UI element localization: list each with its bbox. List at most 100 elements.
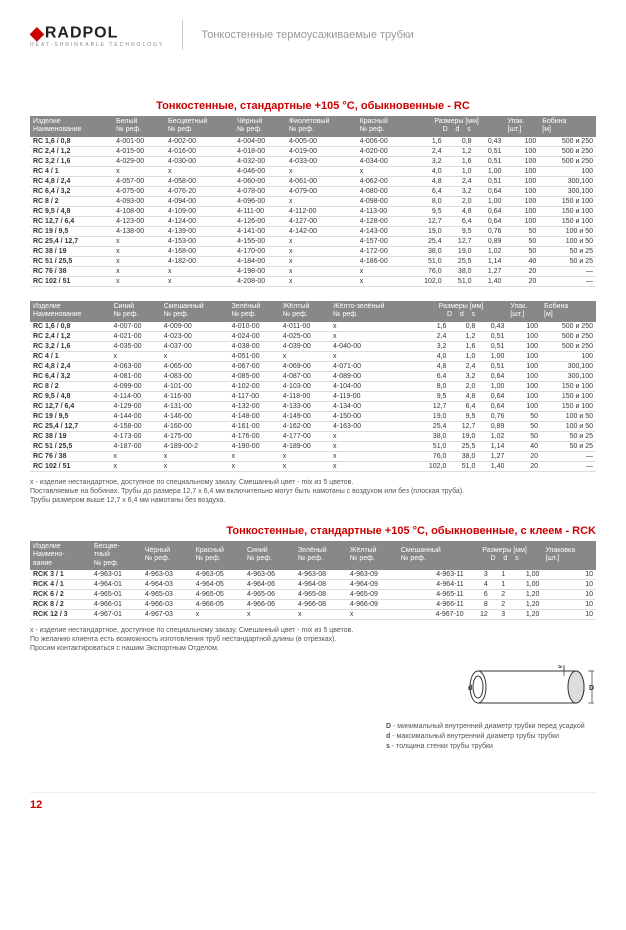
table-cell: 4-038-00	[229, 341, 280, 351]
table-row: RC 4 / 1xx4-051-00xx4,01,01,00100100	[30, 351, 596, 361]
table-cell: 4-964-08	[295, 580, 347, 590]
table-cell: 76,0	[409, 266, 445, 276]
table-cell: 38,0	[445, 266, 475, 276]
table-cell: 4-963-03	[142, 570, 193, 580]
table-cell: x	[330, 441, 415, 451]
table-cell: 4-039-00	[280, 341, 330, 351]
table-cell: 4-089-00	[330, 371, 415, 381]
table-row: RC 51 / 25,5x4-182-004-184-00x4-186-0051…	[30, 256, 596, 266]
section1-title: Тонкостенные, стандартные +105 °C, обыкн…	[30, 100, 596, 112]
table-row: RCK 6 / 24-965-014-965-034-965-054-965-0…	[30, 590, 596, 600]
table-cell: RC 102 / 51	[30, 461, 111, 471]
table-cell: 4,8	[409, 176, 445, 186]
table-cell: 4-175-00	[161, 431, 229, 441]
table-cell: x	[330, 322, 415, 332]
table-row: RC 4 / 1xx4-046-00xx4,01,01,00100100	[30, 166, 596, 176]
table-cell: 4-966-11	[398, 600, 467, 610]
table-cell: 4-128-00	[357, 216, 409, 226]
table-cell: 4-190-00	[229, 441, 280, 451]
table-cell: 19,0	[409, 226, 445, 236]
table-cell: 100	[507, 322, 541, 332]
table-cell: 0,89	[475, 236, 505, 246]
table-cell: x	[347, 610, 398, 620]
table-cell: x	[357, 266, 409, 276]
table-cell: 4-161-00	[229, 421, 280, 431]
table-cell: 1,6	[409, 137, 445, 147]
table-cell: 4-965-08	[295, 590, 347, 600]
table-cell: RC 19 / 9,5	[30, 226, 113, 236]
table-cell: 2,4	[445, 176, 475, 186]
table-cell: 100	[541, 351, 596, 361]
table-cell: 4-015-00	[113, 146, 165, 156]
table-cell: x	[286, 236, 357, 246]
table-cell: 100	[539, 166, 596, 176]
table-cell: RC 6,4 / 3,2	[30, 186, 113, 196]
th-sin: Синий№ реф.	[111, 301, 161, 322]
table-cell: 4-033-00	[286, 156, 357, 166]
table-cell: 100	[507, 371, 541, 381]
table-cell: 4-964-09	[347, 580, 398, 590]
table-cell: 4-173-00	[111, 431, 161, 441]
table-cell: x	[229, 461, 280, 471]
table-cell: RCK 3 / 1	[30, 570, 91, 580]
table-cell: 38,0	[449, 451, 478, 461]
th-bely: Белый№ реф.	[113, 116, 165, 137]
table-cell: 4-011-00	[280, 322, 330, 332]
table-cell: 4-148-00	[229, 411, 280, 421]
table-cell: 3	[467, 570, 491, 580]
table-cell: 4-123-00	[113, 216, 165, 226]
table-cell: x	[161, 461, 229, 471]
table-cell: 4-040-00	[330, 341, 415, 351]
table-cell: 4-963-05	[193, 570, 244, 580]
th-razm: Размеры [мм]D d s	[467, 541, 543, 570]
table-cell: 4-065-00	[161, 361, 229, 371]
table-cell: 4-144-00	[111, 411, 161, 421]
table-cell: 38,0	[415, 431, 450, 441]
table-cell: x	[193, 610, 244, 620]
table-cell: 4-964-05	[193, 580, 244, 590]
table-cell: 4-160-00	[161, 421, 229, 431]
table-cell: RC 2,4 / 1,2	[30, 331, 111, 341]
table-cell: RC 12,7 / 6,4	[30, 216, 113, 226]
table-row: RC 102 / 51xxxxx102,051,01,4020—	[30, 461, 596, 471]
table-cell: 51,0	[409, 256, 445, 266]
note-1: х - изделие нестандартное, доступное по …	[30, 478, 596, 505]
table-cell: 100 и 50	[539, 236, 596, 246]
table-cell: 6,4	[445, 216, 475, 226]
table-cell: 4-061-00	[286, 176, 357, 186]
table-cell: 4-126-00	[234, 216, 286, 226]
table-cell: RC 2,4 / 1,2	[30, 146, 113, 156]
table-cell: —	[539, 276, 596, 286]
table-cell: 100	[504, 216, 539, 226]
table-cell: 3,2	[415, 341, 450, 351]
table-cell: 4-134-00	[330, 401, 415, 411]
diagram-legend: D - минимальный внутренний диаметр трубк…	[386, 722, 596, 751]
th-krasn: Красный№ реф.	[357, 116, 409, 137]
table-cell: 9,5	[449, 411, 478, 421]
table-cell: 2,4	[415, 331, 450, 341]
table-cell: 4-071-00	[330, 361, 415, 371]
table-cell: 4-004-00	[234, 137, 286, 147]
table-cell: x	[113, 166, 165, 176]
table-cell: 100	[504, 166, 539, 176]
table-cell: RC 19 / 9,5	[30, 411, 111, 421]
table-cell: 100	[507, 381, 541, 391]
table-cell: 4-101-00	[161, 381, 229, 391]
table-cell: 4-079-00	[286, 186, 357, 196]
th-bescv: Бесцве-тный№ реф.	[91, 541, 142, 570]
table-cell: 4-108-00	[113, 206, 165, 216]
table-cell: 4-076-20	[165, 186, 234, 196]
table-row: RC 19 / 9,54-138-004-139-004-141-004-142…	[30, 226, 596, 236]
table-cell: RC 8 / 2	[30, 196, 113, 206]
table-cell: 50 и 25	[539, 256, 596, 266]
table-cell: 4-965-05	[193, 590, 244, 600]
table-cell: 4-002-00	[165, 137, 234, 147]
table-cell: 4-080-00	[357, 186, 409, 196]
th-sin: Синий№ реф.	[244, 541, 295, 570]
table-cell: x	[280, 461, 330, 471]
document-title: Тонкостенные термоусаживаемые трубки	[201, 29, 414, 41]
table-cell: 0,43	[475, 137, 505, 147]
table-row: RC 19 / 9,54-144-004-146-004-148-004-149…	[30, 411, 596, 421]
table-cell: x	[161, 451, 229, 461]
table-cell: 38,0	[409, 246, 445, 256]
